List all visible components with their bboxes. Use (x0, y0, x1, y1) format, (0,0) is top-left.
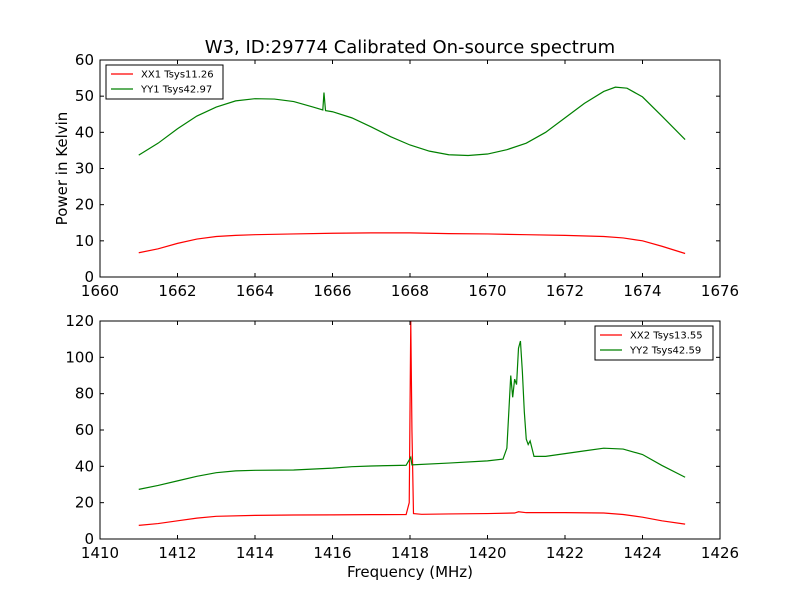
chart-title: W3, ID:29774 Calibrated On-source spectr… (205, 37, 615, 58)
x-tick-label: 1676 (701, 282, 739, 300)
y-tick-label: 20 (75, 494, 94, 512)
x-tick-label: 1672 (546, 282, 584, 300)
y-tick-label: 30 (75, 160, 94, 178)
legend-box (105, 64, 224, 100)
legend-label: XX1 Tsys11.26 (141, 70, 214, 81)
legend-label: YY2 Tsys42.59 (629, 346, 701, 357)
y-tick-label: 20 (75, 196, 94, 214)
series-line-2 (138, 86, 686, 157)
legend-label: XX2 Tsys13.55 (630, 331, 703, 342)
x-tick-label: 1416 (313, 544, 351, 562)
x-tick-label: 1664 (236, 282, 274, 300)
series-line-1 (138, 321, 686, 526)
y-tick-label: 40 (75, 123, 94, 141)
bottom-chart: 1410 1412 1414 1416 1418 1420 1422 1424 1426 0 20 4… (65, 312, 739, 581)
x-tick-label: 1424 (623, 544, 661, 562)
y-tick-label: 50 (75, 87, 94, 105)
y-tick-label: 80 (75, 385, 94, 403)
x-axis-label: Frequency (MHz) (347, 563, 473, 581)
y-tick-label: 0 (84, 268, 94, 286)
x-tick-label: 1668 (391, 282, 429, 300)
x-tick-label: 1426 (701, 544, 739, 562)
y-tick-label: 120 (65, 312, 94, 330)
top-chart: 1660 1662 1664 1666 1668 1670 1672 1674 1676 0 10 2… (53, 51, 739, 300)
x-tick-label: 1420 (468, 544, 506, 562)
x-tick-label: 1674 (623, 282, 661, 300)
x-tick-label: 1662 (158, 282, 196, 300)
x-tick-label: 1422 (546, 544, 584, 562)
series-line-2 (138, 340, 686, 490)
legend-label: YY1 Tsys42.97 (140, 85, 212, 96)
y-tick-label: 100 (65, 348, 94, 366)
y-axis-label: Power in Kelvin (53, 112, 71, 226)
y-tick-label: 40 (75, 457, 94, 475)
x-tick-label: 1412 (158, 544, 196, 562)
legend-box (594, 325, 714, 361)
x-tick-label: 1666 (313, 282, 351, 300)
y-tick-label: 0 (84, 530, 94, 548)
x-tick-label: 1414 (236, 544, 274, 562)
y-tick-label: 60 (75, 421, 94, 439)
series-line-1 (138, 232, 686, 255)
x-tick-label: 1410 (81, 544, 119, 562)
y-tick-label: 10 (75, 232, 94, 250)
x-tick-label: 1418 (391, 544, 429, 562)
x-tick-label: 1660 (81, 282, 119, 300)
y-tick-label: 60 (75, 51, 94, 69)
x-tick-label: 1670 (468, 282, 506, 300)
